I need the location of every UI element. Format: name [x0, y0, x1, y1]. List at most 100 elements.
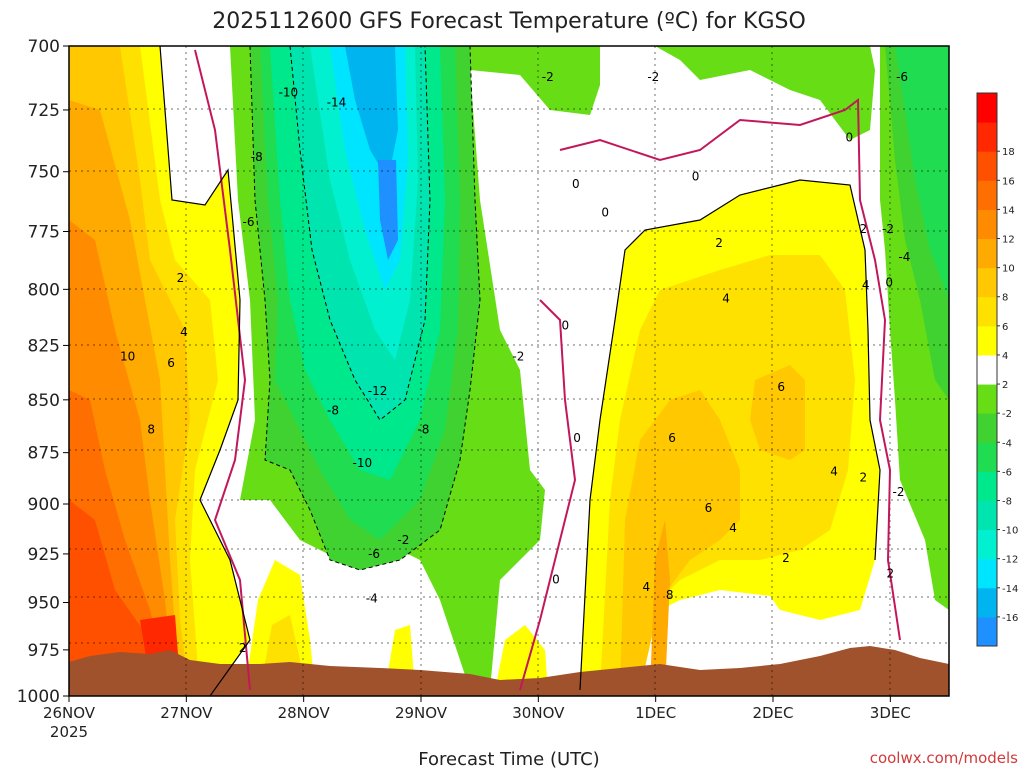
contour-label: 0 — [572, 177, 580, 191]
colorbar-segment — [977, 529, 997, 560]
contour-label: 2 — [239, 641, 247, 655]
chart-title: 2025112600 GFS Forecast Temperature (ºC)… — [212, 9, 806, 34]
contour-label: 4 — [642, 580, 650, 594]
colorbar-segment — [977, 180, 997, 210]
x-tick-label: 30NOV — [512, 704, 565, 722]
colorbar-label: 14 — [1002, 205, 1015, 216]
contour-label: -14 — [327, 95, 347, 109]
colorbar-segment — [977, 122, 997, 152]
contour-label: 10 — [120, 349, 135, 363]
contour-dashed-cold-inner — [289, 46, 431, 421]
contour-label: 0 — [573, 431, 581, 445]
x-axis-year-label: 2025 — [50, 723, 88, 741]
colorbar-label: -2 — [1002, 409, 1012, 420]
colorbar-segment — [977, 471, 997, 501]
band-minus-16-minus-18 — [345, 46, 398, 180]
y-tick-label: 775 — [28, 222, 60, 242]
contour-label: 8 — [666, 588, 674, 602]
colorbar-label: -4 — [1002, 438, 1012, 449]
credit-label: coolwx.com/models — [870, 749, 1018, 767]
plot-area — [69, 46, 949, 696]
contour-label: -2 — [512, 349, 524, 363]
y-tick-label: 700 — [28, 37, 60, 57]
contour-zero-line — [194, 49, 251, 691]
contour-zero-line-b — [519, 299, 577, 691]
y-tick-label: 1000 — [17, 687, 60, 707]
y-tick-label: 725 — [28, 101, 60, 121]
contour-zero-line-c — [559, 97, 901, 641]
grid — [69, 46, 949, 696]
contour-label: -8 — [327, 404, 339, 418]
colorbar-label: 2 — [1002, 380, 1008, 391]
x-tick-label: 26NOV — [43, 704, 96, 722]
x-tick-label: 1DEC — [635, 704, 676, 722]
contour-label: 6 — [705, 501, 713, 515]
colorbar-segment — [977, 587, 997, 618]
x-tick-label: 28NOV — [278, 704, 331, 722]
x-tick-label: 29NOV — [395, 704, 448, 722]
band-minus-2-minus-4-upper-right — [655, 46, 875, 140]
contour-label: -8 — [251, 150, 263, 164]
colorbar-segment — [977, 500, 997, 531]
x-axis: 26NOV 27NOV 28NOV 29NOV 30NOV 1DEC 2DEC 3DEC — [43, 696, 911, 722]
contour-label: 4 — [729, 521, 737, 535]
colorbar-segment — [977, 325, 997, 356]
colorbar-segment — [977, 354, 997, 385]
contour-label: -6 — [896, 70, 908, 84]
plot-frame — [68, 45, 950, 697]
colorbar-label: -16 — [1002, 613, 1018, 624]
contour-label: 6 — [167, 356, 175, 370]
contour-label: 0 — [885, 275, 893, 289]
y-tick-label: 975 — [28, 641, 60, 661]
x-axis-label: Forecast Time (UTC) — [418, 749, 599, 768]
colorbar-segment — [977, 413, 997, 443]
contour-label: -6 — [243, 215, 255, 229]
colorbar-label: -14 — [1002, 584, 1018, 595]
contour-lines — [159, 46, 901, 696]
colorbar-label: -10 — [1002, 526, 1018, 537]
colorbar-label: -6 — [1002, 467, 1012, 478]
colorbar-segment — [977, 296, 997, 327]
y-tick-label: 850 — [28, 391, 60, 411]
contour-label: 2 — [860, 470, 868, 484]
contour-label: 0 — [561, 318, 569, 332]
colorbar: 18 16 14 12 10 8 6 4 2 -2 -4 -6 -8 -10 -12 -14 -16 — [976, 92, 1018, 647]
band-minus-6-minus-8-right — [895, 46, 949, 300]
colorbar-label: -12 — [1002, 555, 1018, 566]
colorbar-label: 10 — [1002, 264, 1015, 275]
colorbar-segment — [977, 558, 997, 589]
contour-label: -4 — [898, 250, 910, 264]
contour-label: -6 — [368, 547, 380, 561]
contour-label: 6 — [777, 380, 785, 394]
contour-label: 8 — [147, 423, 155, 437]
colorbar-label: -8 — [1002, 496, 1012, 507]
contour-label: -10 — [353, 456, 373, 470]
x-tick-label: 2DEC — [752, 704, 793, 722]
contour-label: -2 — [882, 222, 894, 236]
y-tick-label: 750 — [28, 163, 60, 183]
colorbar-label: 6 — [1002, 322, 1008, 333]
contour-label: -2 — [647, 70, 659, 84]
colorbar-segment — [977, 238, 997, 269]
colorbar-label: 18 — [1002, 147, 1015, 158]
contour-label: 0 — [692, 170, 700, 184]
contour-label: 4 — [830, 464, 838, 478]
contour-label: 4 — [862, 278, 870, 292]
y-tick-label: 925 — [28, 545, 60, 565]
colorbar-segment — [977, 616, 997, 647]
band-minus-18-minus-20 — [378, 160, 398, 260]
contour-label: 2 — [860, 222, 868, 236]
colorbar-label: 4 — [1002, 351, 1008, 362]
colorbar-segment — [977, 93, 997, 123]
band-dec-6-8-dome — [750, 365, 805, 460]
contour-label: 6 — [668, 431, 676, 445]
terrain — [69, 646, 949, 696]
contour-black-dome — [579, 179, 881, 691]
contour-dashed-cold — [249, 46, 481, 571]
y-tick-label: 800 — [28, 280, 60, 300]
contour-label: 4 — [722, 291, 730, 305]
colorbar-label: 12 — [1002, 235, 1015, 246]
contour-label: -2 — [542, 70, 554, 84]
y-tick-label: 825 — [28, 336, 60, 356]
contour-label: 4 — [180, 325, 188, 339]
